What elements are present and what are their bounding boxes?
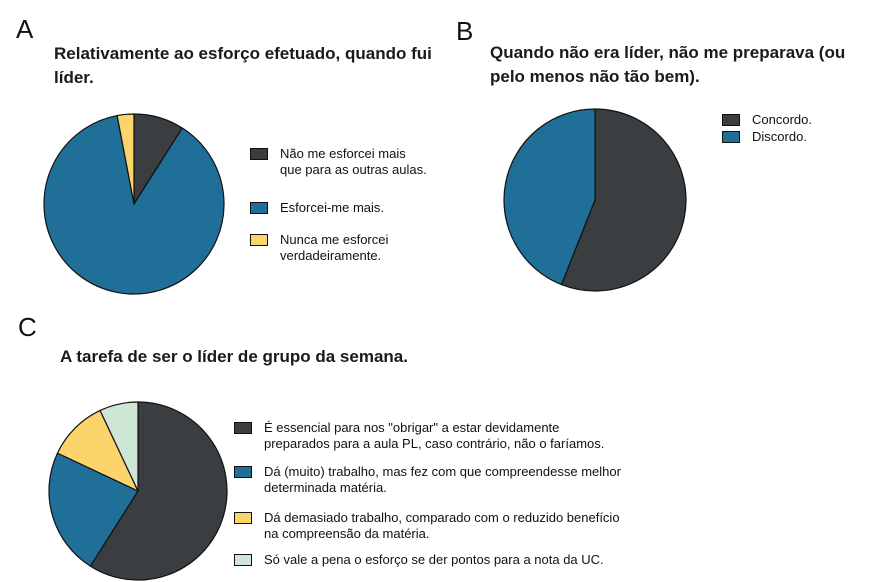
panel-b-title-line1: Quando não era líder, não me preparava (… (490, 43, 846, 62)
legend-b-label-1: Concordo. (752, 112, 812, 127)
panel-b-title: Quando não era líder, não me preparava (… (490, 41, 845, 89)
legend-a-label-3: Nunca me esforcei verdadeiramente. (280, 232, 389, 263)
legend-c-label-3: Dá demasiado trabalho, comparado com o r… (264, 510, 620, 541)
legend-c: É essencial para nos "obrigar" a estar d… (234, 420, 704, 580)
legend-a-item-2: Esforcei-me mais. (250, 200, 384, 216)
panel-a-title: Relativamente ao esforço efetuado, quand… (54, 42, 432, 90)
legend-a-item-3: Nunca me esforcei verdadeiramente. (250, 232, 388, 264)
pie-chart-a (43, 113, 225, 295)
legend-a-label-2: Esforcei-me mais. (280, 200, 385, 215)
legend-c-item-2: Dá (muito) trabalho, mas fez com que com… (234, 464, 621, 496)
legend-a-swatch-1 (250, 148, 268, 160)
legend-b: Concordo. Discordo. (722, 112, 872, 152)
legend-c-label-1: É essencial para nos "obrigar" a estar d… (264, 420, 605, 451)
panel-b-letter: B (456, 16, 474, 46)
legend-c-swatch-3 (234, 512, 252, 524)
legend-c-item-1: É essencial para nos "obrigar" a estar d… (234, 420, 604, 452)
legend-a: Não me esforcei mais que para as outras … (250, 146, 470, 276)
legend-b-swatch-1 (722, 114, 740, 126)
pie-c-slice-1 (89, 401, 228, 581)
legend-b-label-2: Discordo. (752, 129, 807, 144)
pie-a-slice-3 (116, 113, 135, 205)
legend-c-swatch-1 (234, 422, 252, 434)
pie-c-slice-2 (48, 452, 139, 567)
pie-c-slice-4 (99, 401, 139, 492)
panel-a-letter: A (16, 14, 34, 44)
pie-a-slice-2 (43, 114, 225, 295)
legend-c-swatch-2 (234, 466, 252, 478)
panel-b-title-line2: pelo menos não tão bem). (490, 67, 700, 86)
panel-c-letter: C (18, 312, 37, 342)
pie-b-slice-2 (503, 108, 596, 286)
legend-a-swatch-3 (250, 234, 268, 246)
legend-b-item-1: Concordo. (722, 112, 812, 128)
legend-a-label-1: Não me esforcei mais que para as outras … (280, 146, 427, 177)
pie-chart-c (48, 401, 228, 581)
legend-a-item-1: Não me esforcei mais que para as outras … (250, 146, 427, 178)
pie-b-slice-1 (560, 108, 687, 292)
legend-c-label-4: Só vale a pena o esforço se der pontos p… (264, 552, 604, 567)
legend-c-swatch-4 (234, 554, 252, 566)
legend-a-swatch-2 (250, 202, 268, 214)
panel-c-title: A tarefa de ser o líder de grupo da sema… (60, 347, 408, 366)
panel-a-title-line2: líder. (54, 68, 94, 87)
legend-b-swatch-2 (722, 131, 740, 143)
pie-chart-b (503, 108, 687, 292)
legend-c-item-3: Dá demasiado trabalho, comparado com o r… (234, 510, 620, 542)
legend-c-item-4: Só vale a pena o esforço se der pontos p… (234, 552, 604, 568)
legend-c-label-2: Dá (muito) trabalho, mas fez com que com… (264, 464, 621, 495)
legend-b-item-2: Discordo. (722, 129, 807, 145)
panel-a-title-line1: Relativamente ao esforço efetuado, quand… (54, 44, 432, 63)
